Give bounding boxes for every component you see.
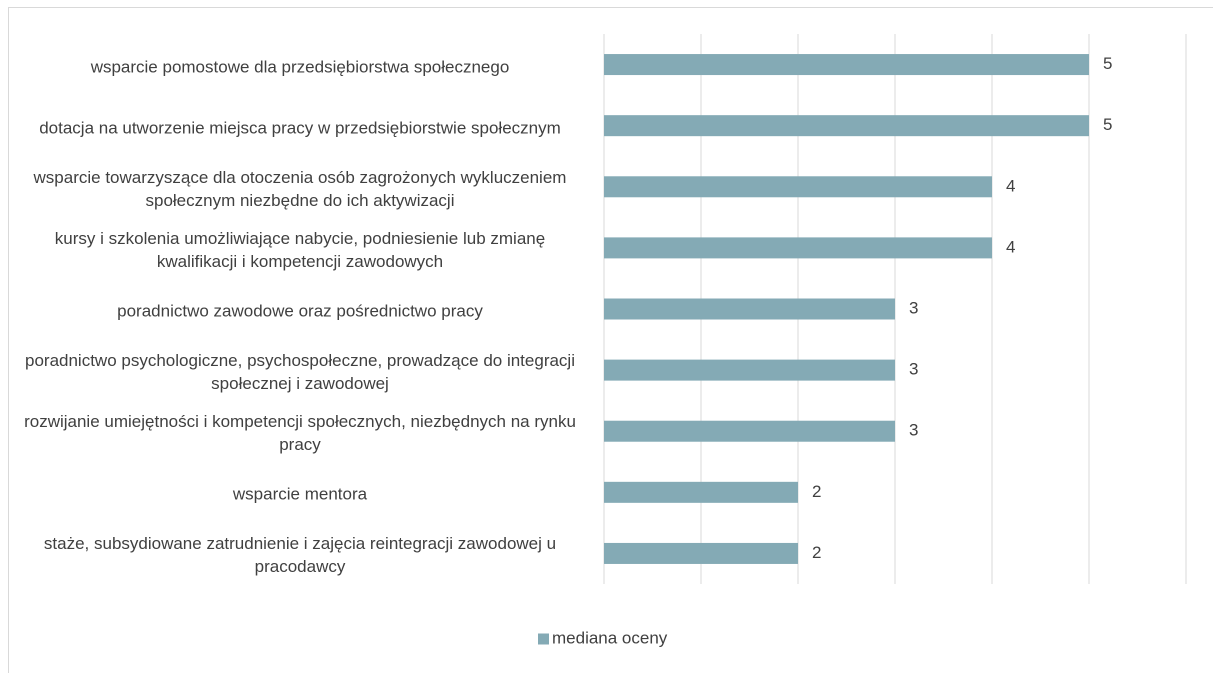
data-label: 4 bbox=[1006, 237, 1015, 256]
data-label: 4 bbox=[1006, 176, 1015, 195]
category-label: kursy i szkolenia umożliwiające nabycie,… bbox=[54, 228, 546, 271]
bar bbox=[604, 176, 992, 198]
category-label: staże, subsydiowane zatrudnienie i zajęc… bbox=[43, 534, 557, 577]
legend-label: mediana oceny bbox=[552, 628, 668, 647]
data-label: 3 bbox=[909, 421, 918, 440]
category-label: dotacja na utworzenie miejsca pracy w pr… bbox=[39, 118, 561, 138]
bar bbox=[604, 237, 992, 259]
data-label: 2 bbox=[812, 482, 821, 501]
legend-swatch bbox=[538, 633, 549, 645]
bar bbox=[604, 481, 798, 503]
category-label: poradnictwo psychologiczne, psychospołec… bbox=[25, 351, 575, 394]
data-label: 5 bbox=[1103, 115, 1112, 134]
bar bbox=[604, 298, 895, 320]
category-label: wsparcie pomostowe dla przedsiębiorstwa … bbox=[90, 57, 510, 77]
category-label: wsparcie towarzyszące dla otoczenia osób… bbox=[33, 167, 567, 210]
bar bbox=[604, 420, 895, 442]
data-label: 5 bbox=[1103, 54, 1112, 73]
category-label: poradnictwo zawodowe oraz pośrednictwo p… bbox=[117, 301, 483, 321]
bar bbox=[604, 115, 1089, 137]
data-label: 3 bbox=[909, 360, 918, 379]
chart-border bbox=[8, 7, 1213, 673]
bar bbox=[604, 54, 1089, 76]
bar bbox=[604, 542, 798, 564]
data-label: 3 bbox=[909, 298, 918, 317]
data-label: 2 bbox=[812, 543, 821, 562]
category-label: rozwijanie umiejętności i kompetencji sp… bbox=[24, 412, 576, 455]
bar bbox=[604, 359, 895, 381]
category-label: wsparcie mentora bbox=[232, 484, 368, 504]
